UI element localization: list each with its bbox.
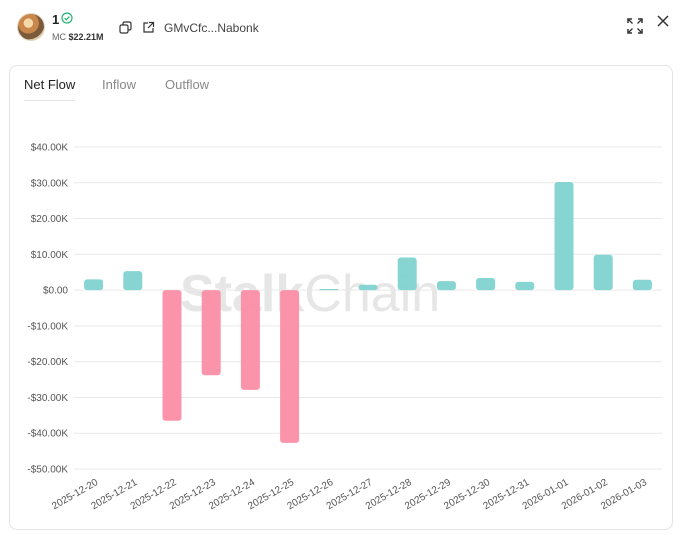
y-tick-label: $10.00K [31,250,69,261]
market-cap: MC $22.21M [52,32,104,42]
tab-inflow[interactable]: Inflow [102,77,136,92]
bar [280,290,300,443]
bar [319,289,339,291]
tab-outflow[interactable]: Outflow [165,77,210,92]
y-tick-label: -$10.00K [27,321,68,332]
token-avatar [17,13,45,41]
y-tick-label: $20.00K [31,214,69,225]
bar [593,254,613,291]
bar [240,290,260,390]
bar [123,271,143,291]
close-icon[interactable] [656,14,670,28]
copy-icon[interactable] [119,21,132,34]
verified-icon [61,12,73,24]
y-tick-label: -$20.00K [27,357,68,368]
bar [162,290,182,421]
bar [84,279,104,291]
bar [554,182,574,291]
market-cap-label: MC [52,32,66,42]
net-flow-chart: StalkChain$40.00K$30.00K$20.00K$10.00K$0… [27,143,662,512]
y-tick-label: -$30.00K [27,393,68,404]
bar [201,290,221,376]
tab-net-flow[interactable]: Net Flow [24,77,76,101]
external-link-icon[interactable] [142,21,155,34]
fullscreen-icon[interactable] [627,18,643,34]
flow-chart-card: Net Flow Inflow Outflow StalkChain$40.00… [9,65,673,530]
y-tick-label: -$50.00K [27,465,68,476]
bar [358,284,378,291]
y-tick-label: $0.00 [43,286,68,297]
y-tick-label: $40.00K [31,143,69,154]
y-tick-label: -$40.00K [27,429,68,440]
bar [436,281,456,291]
bar [397,257,417,291]
token-name: 1 [52,12,60,27]
bar [515,281,535,291]
bar [476,277,496,291]
y-tick-label: $30.00K [31,178,69,189]
token-address[interactable]: GMvCfc...Nabonk [164,21,259,35]
market-cap-value: $22.21M [68,32,104,42]
bar [632,279,652,291]
token-header: 1 MC $22.21M GMvCfc...Nabonk [0,0,680,56]
